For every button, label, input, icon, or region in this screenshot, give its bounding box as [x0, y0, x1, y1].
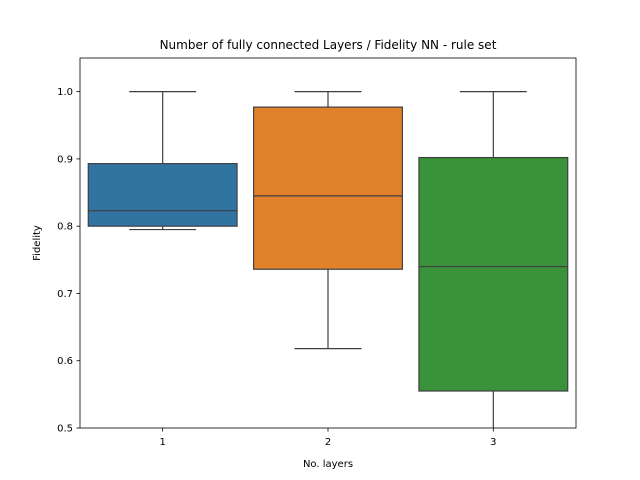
chart-title: Number of fully connected Layers / Fidel… [160, 38, 497, 52]
y-tick-label-0.5: 0.5 [57, 424, 73, 435]
x-tick-label-3: 3 [490, 437, 496, 448]
boxes-group [87, 91, 569, 428]
y-axis: 0.5 0.6 0.7 0.8 0.9 1.0 [57, 87, 80, 435]
box-3 [418, 156, 569, 392]
x-tick-label-1: 1 [159, 437, 165, 448]
y-tick-label-1.0: 1.0 [57, 87, 73, 98]
y-tick-label-0.6: 0.6 [57, 356, 73, 367]
y-tick-label-0.9: 0.9 [57, 154, 73, 165]
x-axis: 1 2 3 [159, 428, 497, 448]
box-1 [87, 163, 238, 227]
y-tick-label-0.7: 0.7 [57, 289, 73, 300]
x-tick-label-2: 2 [325, 437, 331, 448]
y-axis-label: Fidelity [32, 225, 43, 261]
box-2 [253, 106, 404, 270]
x-axis-label: No. layers [303, 459, 353, 470]
y-tick-label-0.8: 0.8 [57, 222, 73, 233]
